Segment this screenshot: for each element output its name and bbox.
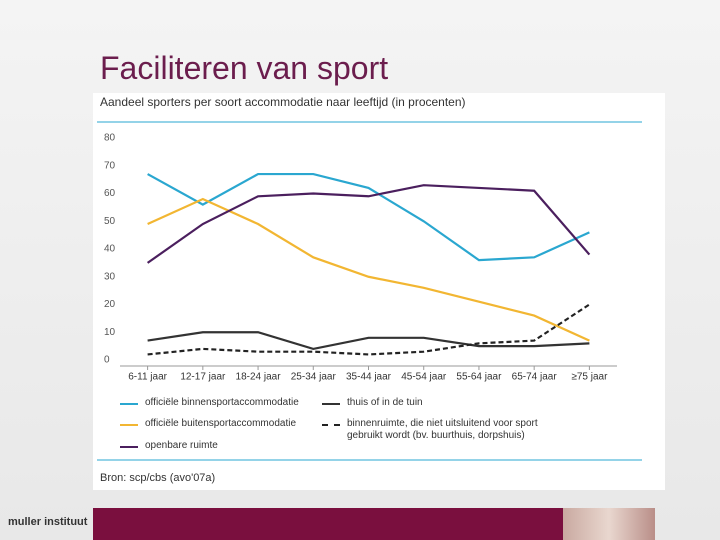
legend-swatch [120,446,138,448]
y-tick-label: 10 [104,327,116,338]
footer-bar [93,508,563,540]
legend-swatch [322,424,340,426]
source: Bron: scp/cbs (avo'07a) [100,472,215,484]
series-line [147,172,590,262]
footer-image [563,508,655,540]
legend-label: openbare ruimte [145,440,218,451]
legend-label: binnenruimte, die niet uitsluitend voor … [347,418,538,441]
legend-label: officiële buitensportaccommodatie [145,418,297,429]
y-tick-label: 80 [104,133,116,144]
legend-swatch [322,403,340,405]
x-tick-label: 25-34 jaar [291,372,337,383]
series-line [147,303,590,356]
x-tick-label: ≥75 jaar [571,372,608,383]
slide-title: Faciliteren van sport [100,50,389,86]
series-line [147,331,590,351]
series-line [146,184,591,264]
x-tick-label: 18-24 jaar [236,372,282,383]
y-tick-label: 40 [104,244,116,255]
x-tick-label: 55-64 jaar [456,372,502,383]
logo: muller instituut [8,516,88,528]
y-tick-label: 50 [104,216,116,227]
x-tick-label: 45-54 jaar [401,372,447,383]
y-tick-label: 20 [104,299,116,310]
x-tick-label: 12-17 jaar [180,372,226,383]
legend-swatch [120,403,138,405]
y-tick-label: 0 [104,355,110,366]
y-tick-label: 30 [104,271,116,282]
x-tick-label: 65-74 jaar [512,372,558,383]
chart-panel [93,93,665,490]
series-line [147,197,590,342]
y-tick-label: 60 [104,188,116,199]
x-tick-label: 6-11 jaar [128,372,167,383]
legend-label: thuis of in de tuin [347,397,423,408]
legend-swatch [120,424,138,426]
x-tick-label: 35-44 jaar [346,372,392,383]
y-tick-label: 70 [104,160,116,171]
chart-title: Aandeel sporters per soort accommodatie … [100,95,466,109]
legend-label: officiële binnensportaccommodatie [145,397,299,408]
